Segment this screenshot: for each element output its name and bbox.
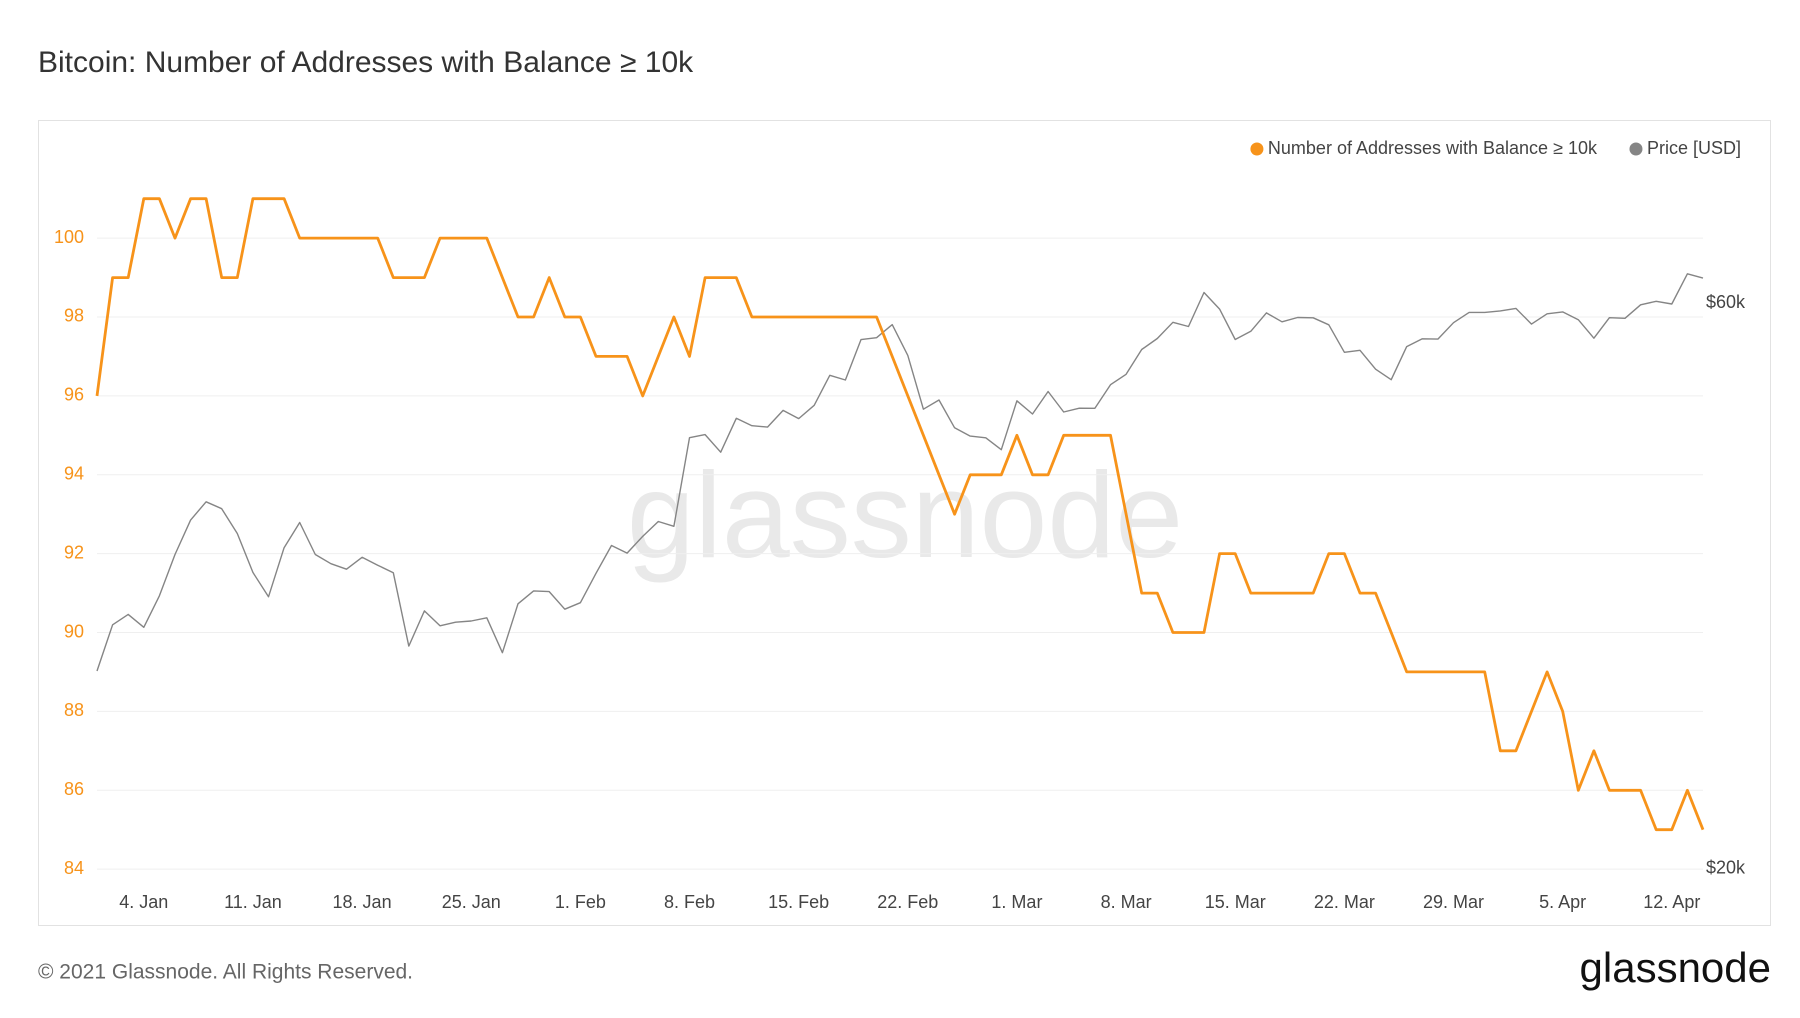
x-tick-label: 8. Mar [1101,892,1152,912]
x-tick-label: 25. Jan [442,892,501,912]
x-tick-label: 15. Feb [768,892,829,912]
y-tick-label: 92 [64,542,84,562]
x-tick-label: 15. Mar [1205,892,1266,912]
x-tick-label: 4. Jan [119,892,168,912]
y-tick-label: 86 [64,779,84,799]
legend-label: Price [USD] [1647,138,1741,158]
x-tick-label: 22. Mar [1314,892,1375,912]
y-tick-label: 98 [64,306,84,326]
legend-label: Number of Addresses with Balance ≥ 10k [1268,138,1598,158]
y2-tick-label: $20k [1706,858,1746,878]
x-tick-label: 22. Feb [877,892,938,912]
x-tick-label: 1. Feb [555,892,606,912]
y-tick-label: 100 [54,227,84,247]
logo: glassnode [1580,944,1771,991]
watermark: glassnode [627,447,1183,583]
x-tick-label: 29. Mar [1423,892,1484,912]
x-tick-label: 8. Feb [664,892,715,912]
y-tick-label: 90 [64,621,84,641]
copyright: © 2021 Glassnode. All Rights Reserved. [38,961,413,984]
y2-tick-label: $60k [1706,292,1746,312]
x-tick-label: 5. Apr [1539,892,1586,912]
x-tick-label: 12. Apr [1643,892,1700,912]
legend-marker [1250,142,1264,156]
y-tick-label: 84 [64,858,84,878]
y-tick-label: 94 [64,464,84,484]
legend-marker [1629,142,1643,156]
series-line [95,197,1705,832]
x-tick-label: 18. Jan [333,892,392,912]
series-line [96,273,1704,672]
y-tick-label: 96 [64,385,84,405]
y-tick-label: 88 [64,700,84,720]
plot-frame [38,120,1771,926]
x-tick-label: 1. Mar [991,892,1042,912]
x-tick-label: 11. Jan [224,892,282,912]
chart-title: Bitcoin: Number of Addresses with Balanc… [38,46,694,79]
